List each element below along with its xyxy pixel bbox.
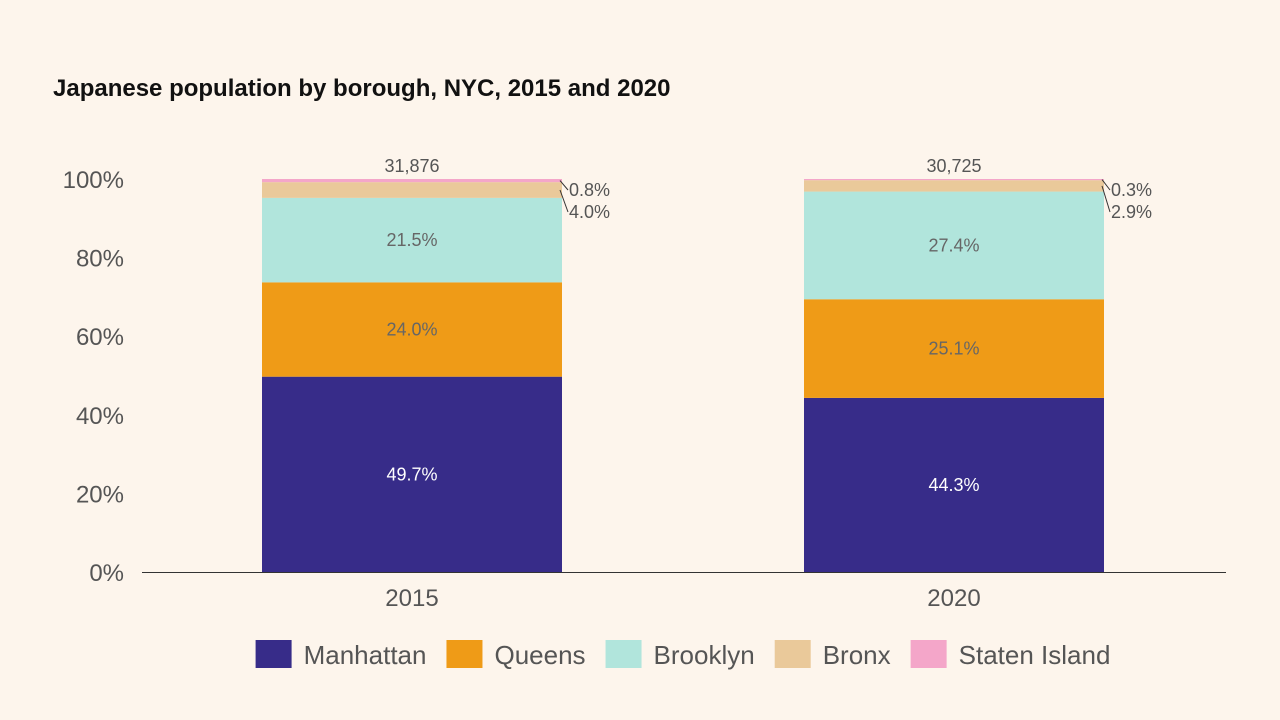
legend-item: Staten Island [910, 640, 1111, 670]
data-label: 0.3% [1111, 180, 1152, 200]
data-label: 25.1% [928, 339, 979, 359]
legend-swatch [255, 640, 292, 668]
x-tick-label: 2015 [385, 585, 438, 612]
bar-segment-manhattan [804, 397, 1104, 572]
bar-segment-brooklyn [262, 197, 562, 283]
legend-item: Brooklyn [605, 640, 755, 670]
callout-line [1101, 179, 1111, 191]
callout-line [1101, 185, 1111, 213]
y-tick-label: 20% [76, 481, 124, 508]
bars [262, 179, 1104, 572]
legend-swatch [774, 640, 811, 668]
x-axis: 2015 2020 [142, 572, 1226, 612]
legend-item: Manhattan [255, 640, 427, 670]
bar-segment-staten-island [262, 179, 562, 183]
data-label: 2.9% [1111, 202, 1152, 222]
x-tick-label: 2020 [927, 585, 980, 612]
legend-swatch [446, 640, 483, 668]
data-label: 21.5% [386, 230, 437, 250]
bar-segment-staten-island [804, 179, 1104, 181]
data-label: 27.4% [928, 235, 979, 255]
data-label: 24.0% [386, 320, 437, 340]
data-label: 49.7% [386, 464, 437, 484]
legend-label: Bronx [823, 640, 891, 670]
legend-label: Queens [494, 640, 585, 670]
legend-label: Staten Island [959, 640, 1111, 670]
legend-label: Brooklyn [654, 640, 755, 670]
data-label: 44.3% [928, 475, 979, 495]
data-label: 0.8% [569, 180, 610, 200]
total-label: 31,876 [384, 156, 439, 176]
bar-segment-queens [804, 299, 1104, 398]
legend-item: Queens [446, 640, 586, 670]
y-tick-label: 80% [76, 246, 124, 273]
y-tick-label: 40% [76, 403, 124, 430]
bar-segment-manhattan [262, 376, 562, 572]
bar-segment-bronx [804, 180, 1104, 192]
callout-line [559, 189, 569, 213]
chart-title: Japanese population by borough, NYC, 201… [53, 75, 670, 102]
bar-segment-queens [262, 282, 562, 377]
total-label: 30,725 [926, 156, 981, 176]
bar-segment-brooklyn [804, 191, 1104, 300]
bar-segment-bronx [262, 182, 562, 198]
legend-item: Bronx [774, 640, 891, 670]
data-label: 4.0% [569, 202, 610, 222]
legend-swatch [605, 640, 642, 668]
y-tick-label: 60% [76, 324, 124, 351]
data-labels: 49.7% 24.0% 21.5% 4.0%0.8% 31,876 44.3% 25.1% 2… [384, 156, 1152, 495]
y-axis: 0% 20% 40% 60% 80% 100% [63, 167, 124, 587]
callout-line [559, 180, 569, 191]
y-tick-label: 100% [63, 167, 124, 194]
y-tick-label: 0% [89, 560, 124, 587]
legend: Manhattan Queens Brooklyn Bronx Staten Islan… [255, 640, 1111, 670]
legend-label: Manhattan [304, 640, 427, 670]
legend-swatch [910, 640, 947, 668]
